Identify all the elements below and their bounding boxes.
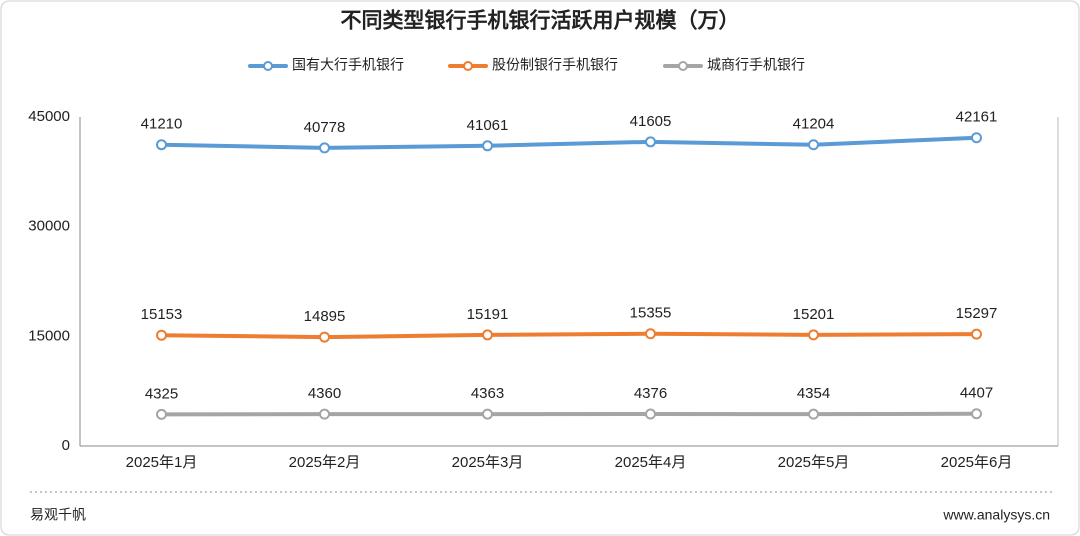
x-tick-label: 2025年6月 [941,454,1013,471]
legend-marker [678,61,688,71]
data-label: 42161 [956,109,998,126]
data-label: 15355 [630,305,672,322]
chart-title: 不同类型银行手机银行活跃用户规模（万） [341,9,740,33]
series-line [161,135,977,150]
data-point [971,408,982,420]
x-tick-label: 2025年5月 [778,454,850,471]
footer-website: www.analysys.cn [942,507,1050,523]
legend-marker [263,61,273,71]
data-label: 15153 [141,306,183,323]
data-point [808,408,819,420]
legend-marker [463,61,473,71]
data-label: 4354 [797,385,830,402]
x-tick-label: 2025年4月 [615,454,687,471]
data-label: 15201 [793,306,835,323]
data-label: 4376 [634,385,667,402]
data-label: 15191 [467,306,509,323]
x-tick-label: 2025年3月 [452,454,524,471]
data-point [319,142,330,154]
data-label: 4407 [960,385,993,402]
data-label: 40778 [304,119,346,136]
y-tick-label: 0 [62,437,70,454]
legend-label: 城商行手机银行 [707,57,805,73]
data-point [319,331,330,343]
data-label: 41210 [141,116,183,133]
data-point [645,408,656,420]
data-point [971,132,982,144]
x-tick-label: 2025年2月 [289,454,361,471]
data-point [808,329,819,341]
data-label: 4360 [308,385,341,402]
data-label: 41605 [630,113,672,130]
data-point [156,408,167,420]
data-label: 15297 [956,305,998,322]
x-tick-label: 2025年1月 [126,454,198,471]
data-point [645,328,656,340]
data-point [319,408,330,420]
data-point [482,329,493,341]
data-label: 14895 [304,308,346,325]
data-label: 41204 [793,116,835,133]
data-label: 4363 [471,385,504,402]
footer-source: 易观千帆 [30,507,86,523]
data-point [156,329,167,341]
data-point [808,139,819,151]
legend-label: 股份制银行手机银行 [492,57,618,73]
data-point [482,140,493,152]
legend-label: 国有大行手机银行 [292,57,404,73]
data-point [971,328,982,340]
series-line [161,411,977,417]
data-label: 4325 [145,385,178,402]
data-point [645,136,656,148]
data-point [156,139,167,151]
y-tick-label: 30000 [28,218,70,235]
y-tick-label: 15000 [28,327,70,344]
y-tick-label: 45000 [28,108,70,125]
data-label: 41061 [467,117,509,134]
data-point [482,408,493,420]
series-line [161,331,977,340]
